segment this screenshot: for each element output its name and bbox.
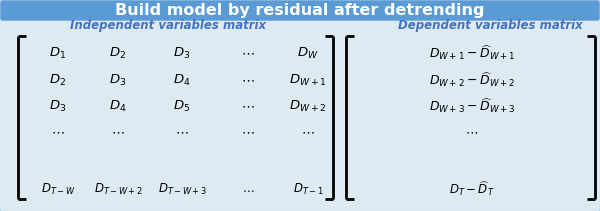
Text: $D_{W+2}$: $D_{W+2}$ [289, 99, 327, 114]
Text: $\cdots$: $\cdots$ [111, 126, 125, 138]
Text: $D_{T-W}$: $D_{T-W}$ [41, 181, 75, 197]
Text: $D_3$: $D_3$ [173, 45, 191, 61]
Text: $D_{T-W+3}$: $D_{T-W+3}$ [158, 181, 206, 197]
Text: $D_{W+1} - \widehat{D}_{W+1}$: $D_{W+1} - \widehat{D}_{W+1}$ [429, 44, 515, 62]
Text: Independent variables matrix: Independent variables matrix [70, 19, 266, 32]
Text: $\cdots$: $\cdots$ [301, 126, 315, 138]
Text: Dependent variables matrix: Dependent variables matrix [398, 19, 583, 32]
Text: $\cdots$: $\cdots$ [466, 126, 479, 138]
Text: Build model by residual after detrending: Build model by residual after detrending [115, 3, 485, 18]
Text: $D_2$: $D_2$ [109, 45, 127, 61]
Text: $\cdots$: $\cdots$ [175, 126, 189, 138]
Text: $\cdots$: $\cdots$ [241, 126, 255, 138]
Text: $D_W$: $D_W$ [297, 45, 319, 61]
Text: $D_{T-1}$: $D_{T-1}$ [293, 181, 323, 197]
Text: $D_T - \widehat{D}_T$: $D_T - \widehat{D}_T$ [449, 180, 495, 198]
Text: $D_3$: $D_3$ [109, 72, 127, 88]
Text: $D_1$: $D_1$ [49, 45, 67, 61]
Text: $D_{W+1}$: $D_{W+1}$ [289, 72, 327, 88]
Text: $D_4$: $D_4$ [173, 72, 191, 88]
Text: $\cdots$: $\cdots$ [241, 100, 255, 112]
Text: $\cdots$: $\cdots$ [242, 183, 254, 196]
Text: $D_{T-W+2}$: $D_{T-W+2}$ [94, 181, 142, 197]
Text: $D_{W+2} - \widehat{D}_{W+2}$: $D_{W+2} - \widehat{D}_{W+2}$ [429, 71, 515, 89]
Text: $\cdots$: $\cdots$ [241, 46, 255, 60]
Text: $D_2$: $D_2$ [49, 72, 67, 88]
Text: $D_5$: $D_5$ [173, 99, 191, 114]
Text: $\cdots$: $\cdots$ [241, 73, 255, 87]
Text: $D_{W+3} - \widehat{D}_{W+3}$: $D_{W+3} - \widehat{D}_{W+3}$ [429, 97, 515, 115]
FancyBboxPatch shape [1, 1, 599, 20]
Text: $D_3$: $D_3$ [49, 99, 67, 114]
Text: $D_4$: $D_4$ [109, 99, 127, 114]
Text: $\cdots$: $\cdots$ [51, 126, 65, 138]
